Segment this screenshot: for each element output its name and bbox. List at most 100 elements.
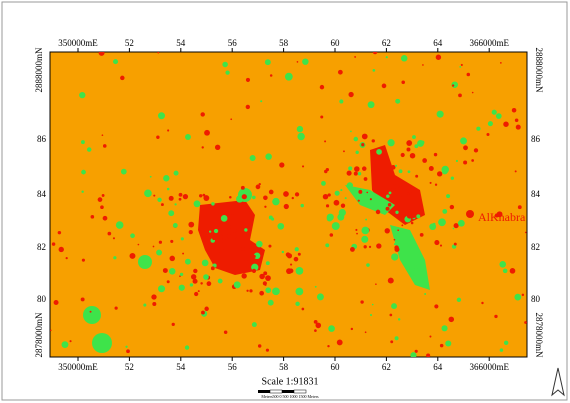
vegetation-patch: [365, 219, 367, 221]
vegetation-patch: [335, 191, 340, 196]
vegetation-patch: [173, 223, 178, 228]
urban-patch: [170, 256, 175, 261]
vegetation-patch: [81, 140, 85, 144]
urban-patch: [129, 253, 135, 259]
urban-patch: [249, 211, 252, 214]
urban-patch: [375, 283, 377, 285]
urban-patch: [265, 284, 267, 286]
urban-patch: [172, 323, 175, 326]
urban-patch: [169, 196, 174, 201]
vegetation-patch: [394, 243, 396, 245]
vegetation-patch: [352, 187, 356, 191]
scale-bar-text: Meters500 0 500 1000 1500 Meters: [261, 394, 319, 399]
urban-patch: [393, 181, 396, 184]
urban-patch: [115, 306, 118, 309]
urban-patch: [202, 146, 204, 148]
urban-patch: [434, 153, 437, 156]
urban-patch: [369, 246, 371, 248]
vegetation-patch: [317, 293, 324, 300]
urban-patch: [266, 349, 269, 352]
vegetation-patch: [325, 243, 329, 247]
vegetation-patch: [327, 216, 333, 222]
urban-patch: [203, 194, 206, 197]
vegetation-patch: [437, 111, 444, 118]
urban-patch: [200, 112, 204, 116]
urban-patch: [265, 275, 271, 281]
vegetation-patch: [457, 298, 461, 302]
vegetation-patch: [268, 300, 274, 306]
urban-patch: [450, 205, 454, 209]
urban-patch: [215, 145, 220, 150]
urban-patch: [434, 240, 439, 245]
urban-patch: [393, 175, 395, 177]
vegetation-patch: [460, 137, 467, 144]
vegetation-patch: [252, 322, 257, 327]
urban-patch: [199, 194, 202, 197]
vegetation-patch: [350, 131, 352, 133]
vegetation-patch: [272, 198, 279, 205]
urban-patch: [394, 247, 399, 252]
vegetation-patch: [370, 314, 372, 316]
urban-patch: [454, 223, 459, 228]
urban-patch: [324, 140, 326, 142]
urban-patch: [472, 92, 474, 94]
urban-patch: [429, 166, 434, 171]
urban-patch: [211, 266, 215, 270]
urban-patch: [241, 186, 245, 190]
urban-patch: [355, 229, 357, 231]
urban-patch: [401, 224, 403, 226]
vegetation-patch: [163, 175, 169, 181]
urban-patch: [50, 330, 52, 332]
urban-patch: [227, 225, 231, 229]
urban-patch: [113, 237, 115, 239]
urban-patch: [449, 317, 455, 323]
vegetation-patch: [260, 100, 262, 102]
urban-patch: [356, 233, 358, 235]
urban-patch: [364, 177, 368, 181]
vegetation-patch: [391, 253, 398, 260]
vegetation-patch: [315, 286, 317, 288]
vegetation-patch: [500, 348, 503, 351]
urban-patch: [81, 297, 85, 301]
scale-title: Scale 1:91831: [262, 376, 319, 387]
vegetation-patch: [476, 127, 480, 131]
vegetation-patch: [358, 172, 361, 175]
top-label: 54: [176, 38, 186, 48]
urban-patch: [167, 129, 169, 131]
vegetation-patch: [368, 101, 375, 108]
map-page: Scale 1:91831 Meters500 0 500 1000 1500 …: [0, 0, 570, 403]
urban-patch: [240, 250, 242, 252]
left-label: 82: [37, 242, 46, 252]
urban-patch: [302, 308, 305, 311]
urban-patch: [406, 184, 409, 187]
urban-patch: [229, 196, 232, 199]
urban-patch: [351, 328, 353, 330]
urban-patch: [327, 345, 329, 347]
urban-patch: [289, 269, 294, 274]
vegetation-patch: [441, 166, 449, 174]
urban-patch: [90, 311, 92, 313]
urban-patch: [294, 257, 299, 262]
urban-patch: [518, 205, 522, 209]
place-marker: [466, 210, 474, 218]
right-label: 82: [531, 242, 540, 252]
urban-patch: [212, 236, 216, 240]
urban-patch: [366, 192, 368, 194]
urban-patch: [244, 260, 247, 263]
urban-patch: [230, 118, 232, 120]
urban-patch: [193, 269, 197, 273]
vegetation-patch: [252, 196, 256, 200]
vegetation-patch: [121, 169, 127, 175]
urban-patch: [437, 171, 442, 176]
urban-patch: [102, 194, 105, 197]
vegetation-patch: [321, 181, 326, 186]
right-label: 86: [531, 134, 541, 144]
urban-patch: [270, 74, 273, 77]
urban-patch: [298, 253, 301, 256]
urban-patch: [91, 215, 95, 219]
urban-patch: [401, 81, 405, 85]
urban-patch: [232, 228, 237, 233]
urban-patch: [434, 304, 438, 308]
top-label: 56: [228, 38, 238, 48]
bottom-label: 350000mE: [58, 362, 98, 372]
